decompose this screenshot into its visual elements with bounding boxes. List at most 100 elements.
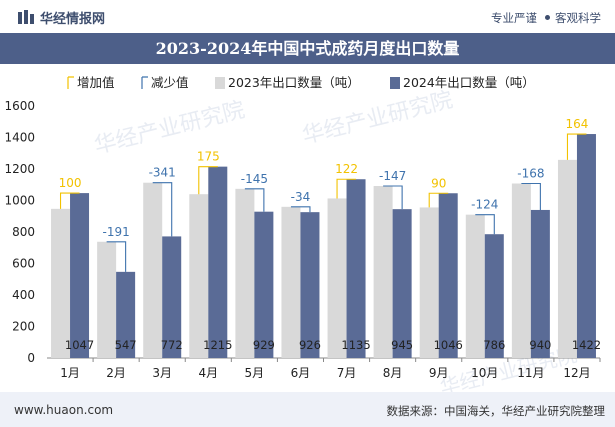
bar-2024	[438, 193, 458, 358]
x-tick-label: 11月	[517, 366, 544, 380]
bar-2024	[162, 236, 182, 358]
bar-2024	[346, 179, 366, 358]
x-tick-label: 1月	[60, 366, 80, 380]
legend-increase-label: 增加值	[77, 75, 115, 90]
chart-title: 2023-2024年中国中式成药月度出口数量	[155, 39, 460, 58]
footer-bar: www.huaon.com 数据来源：中国海关，华经产业研究院整理	[0, 392, 615, 427]
change-label: -145	[241, 172, 268, 186]
legend-2023-label: 2023年出口数量（吨）	[228, 75, 360, 90]
bar-2023	[281, 206, 301, 358]
x-tick-label: 8月	[383, 366, 403, 380]
legend-increase-marker	[67, 76, 74, 89]
x-tick-label: 3月	[152, 366, 172, 380]
bar-2023	[327, 198, 347, 358]
bar-2023	[419, 207, 439, 358]
change-bracket	[566, 133, 587, 160]
y-tick-label: 1000	[4, 194, 35, 208]
legend-2023-swatch	[215, 77, 225, 89]
logo-icon	[18, 10, 34, 24]
change-bracket	[290, 206, 311, 213]
header-tags: 专业严谨 客观科学	[491, 10, 601, 26]
top-bar: 华经情报网 专业严谨 客观科学	[0, 0, 615, 33]
x-tick-label: 10月	[471, 366, 498, 380]
x-tick-label: 2月	[106, 366, 126, 380]
change-label: 100	[59, 176, 82, 190]
data-label-2024: 1215	[203, 338, 232, 352]
legend-2024-swatch	[390, 77, 400, 89]
change-label: 90	[431, 176, 446, 190]
bar-2024	[70, 193, 90, 358]
legend-2024-label: 2024年出口数量（吨）	[403, 75, 535, 90]
x-tick-label: 7月	[337, 366, 357, 380]
change-label: -147	[379, 169, 406, 183]
data-label-2024: 786	[483, 338, 505, 352]
tag-objective: 客观科学	[555, 11, 601, 25]
bar-2024	[484, 234, 504, 358]
bar-2024	[208, 166, 228, 358]
bar-2023	[511, 183, 531, 358]
change-bracket	[383, 185, 403, 210]
change-bracket	[428, 192, 449, 208]
change-bracket	[198, 166, 218, 195]
data-label-2024: 772	[161, 338, 183, 352]
y-tick-label: 400	[12, 288, 35, 302]
change-label: -124	[471, 198, 498, 212]
bar-2023	[465, 214, 485, 358]
x-tick-label: 9月	[429, 366, 449, 380]
y-tick-label: 1400	[4, 131, 35, 145]
footer-source: 数据来源：中国海关，华经产业研究院整理	[386, 404, 606, 418]
bar-2024	[300, 212, 320, 358]
data-label-2024: 929	[253, 338, 275, 352]
legend-decrease-marker	[141, 76, 148, 89]
data-label-2024: 1422	[572, 338, 601, 352]
bar-chart: 增加值 减少值 2023年出口数量（吨） 2024年出口数量（吨） 0 200 400 600…	[4, 75, 601, 380]
data-label-2024: 547	[115, 338, 137, 352]
bar-2024	[392, 209, 412, 358]
data-label-2024: 926	[299, 338, 321, 352]
bar-2023	[97, 241, 117, 358]
y-tick-label: 0	[27, 351, 35, 365]
title-bar: 2023-2024年中国中式成药月度出口数量	[0, 33, 615, 64]
bar-2023	[235, 188, 255, 358]
tag-professional: 专业严谨	[491, 11, 537, 25]
bar-2023	[143, 182, 163, 358]
brand-name: 华经情报网	[40, 12, 106, 27]
data-label-2024: 945	[391, 338, 413, 352]
bar-2023	[189, 194, 209, 358]
y-tick-label: 600	[12, 257, 35, 271]
change-label: 122	[335, 162, 358, 176]
data-label-2024: 1046	[434, 338, 463, 352]
y-tick-label: 1200	[4, 162, 35, 176]
data-label-2024: 940	[529, 338, 551, 352]
footer-site: www.huaon.com	[14, 403, 114, 417]
change-bracket	[152, 182, 173, 237]
x-tick-label: 5月	[245, 366, 265, 380]
y-tick-label: 1600	[4, 99, 35, 113]
change-label: -168	[517, 166, 544, 180]
y-tick-label: 800	[12, 225, 35, 239]
bar-2023	[373, 186, 393, 358]
y-tick-label: 200	[12, 320, 35, 334]
x-tick-label: 6月	[291, 366, 311, 380]
change-label: -191	[103, 225, 130, 239]
bar-2023	[51, 208, 71, 358]
change-bracket	[244, 188, 265, 212]
change-label: 175	[197, 150, 220, 164]
change-bracket	[521, 182, 541, 210]
change-label: 164	[566, 117, 589, 131]
change-bracket	[106, 241, 127, 272]
dot-separator	[545, 15, 550, 20]
bar-2024	[530, 209, 550, 358]
bar-2024	[254, 211, 274, 358]
change-bracket	[336, 178, 357, 199]
data-label-2024: 1047	[65, 338, 94, 352]
bar-2023	[557, 159, 577, 358]
change-bracket	[59, 192, 80, 209]
change-label: -34	[291, 190, 311, 204]
change-label: -341	[149, 166, 176, 180]
bar-2024	[576, 134, 596, 358]
bar-2024	[116, 271, 136, 358]
data-label-2024: 1135	[341, 338, 370, 352]
x-tick-label: 12月	[563, 366, 590, 380]
legend-decrease-label: 减少值	[151, 75, 189, 90]
